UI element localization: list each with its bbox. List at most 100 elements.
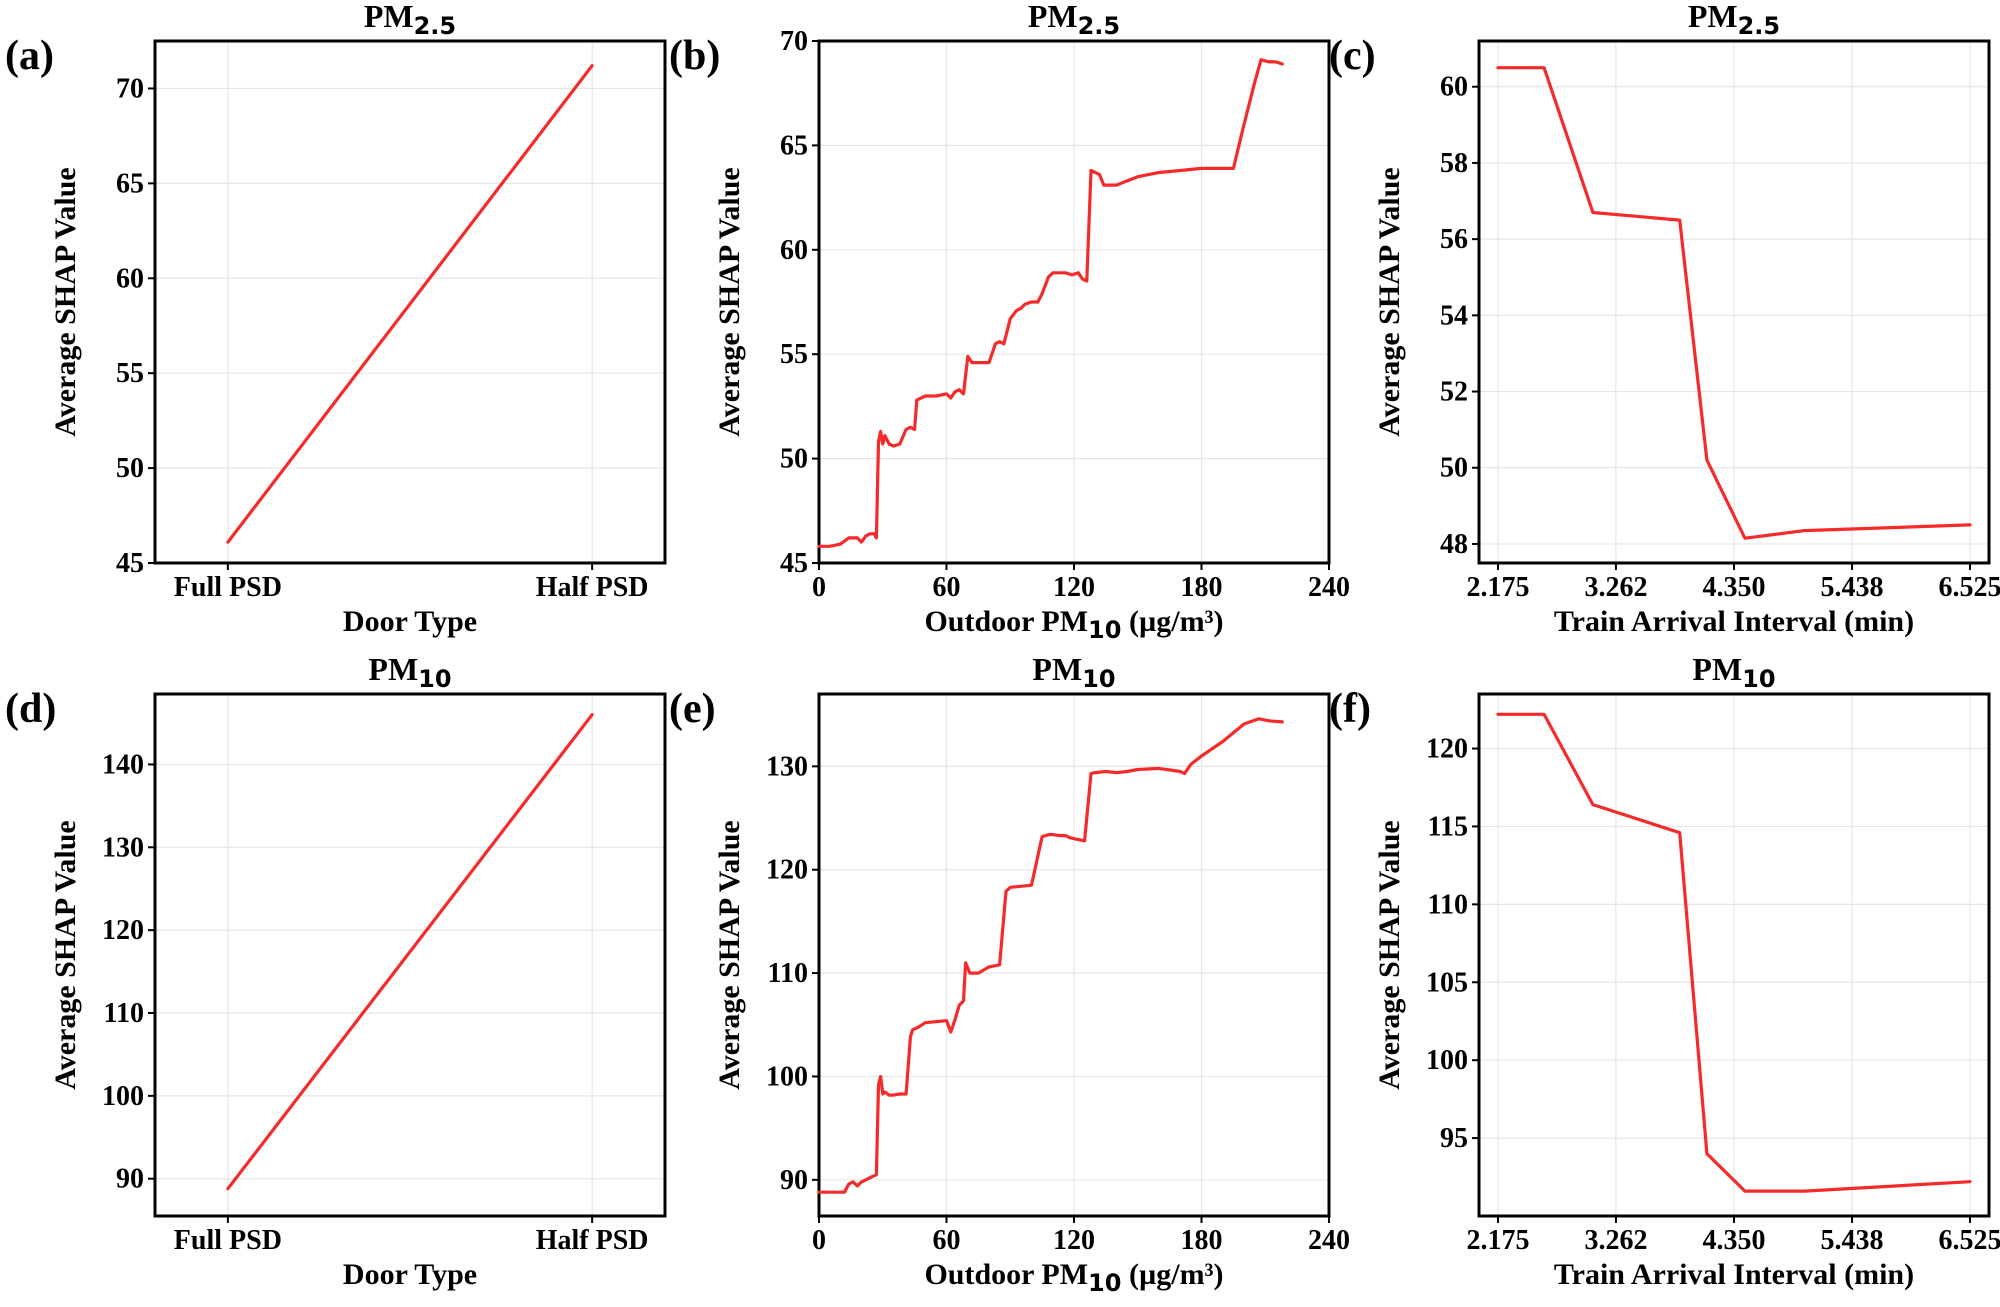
x-tick-label: Full PSD (174, 572, 282, 603)
x-tick-label: 2.175 (1466, 572, 1529, 603)
chart-title: PM2.5 (1028, 0, 1120, 40)
y-tick-label: 50 (780, 444, 808, 475)
x-tick-label: 6.525 (1939, 572, 2000, 603)
y-axis-label: Average SHAP Value (713, 167, 746, 436)
y-tick-label: 45 (780, 548, 808, 579)
x-axis-label: Outdoor PM10 (µg/m³) (924, 1258, 1223, 1297)
y-tick-label: 52 (1440, 377, 1468, 408)
y-tick-label: 140 (102, 749, 144, 780)
y-tick-label: 100 (766, 1061, 808, 1092)
y-tick-label: 65 (116, 168, 144, 199)
panel-label: (f) (1329, 686, 1371, 732)
x-tick-label: 6.525 (1939, 1225, 2000, 1256)
series-line (226, 64, 594, 544)
plot-frame (153, 39, 667, 565)
panel-label: (a) (5, 33, 54, 79)
subscript: 2.5 (1078, 12, 1121, 40)
x-tick-label: 60 (933, 1225, 961, 1256)
x-axis-label: Train Arrival Interval (min) (1554, 605, 1914, 638)
text-part: PM (1028, 0, 1078, 34)
y-tick-label: 50 (116, 453, 144, 484)
series-line (1496, 712, 1972, 1193)
chart-title: PM2.5 (1688, 0, 1780, 40)
y-tick-label: 120 (102, 915, 144, 946)
y-tick-label: 58 (1440, 148, 1468, 179)
text-part: Train Arrival Interval (min) (1554, 1258, 1914, 1291)
y-axis-label: Average SHAP Value (49, 820, 82, 1089)
y-axis-label: Average SHAP Value (713, 820, 746, 1089)
x-axis-label: Outdoor PM10 (µg/m³) (924, 605, 1223, 644)
y-tick-label: 95 (1440, 1123, 1468, 1154)
x-tick-label: 4.350 (1703, 1225, 1766, 1256)
text-part: Door Type (343, 605, 477, 638)
text-part: Train Arrival Interval (min) (1554, 605, 1914, 638)
text-part: PM (1688, 0, 1738, 34)
y-tick-label: 55 (116, 358, 144, 389)
chart-title: PM10 (368, 651, 451, 693)
y-tick-label: 115 (1428, 811, 1468, 842)
y-tick-label: 90 (116, 1164, 144, 1195)
y-tick-label: 70 (116, 73, 144, 104)
text-part: PM (368, 651, 418, 687)
subscript: 10 (1088, 1269, 1121, 1297)
series-line (1496, 66, 1972, 540)
x-tick-label: Half PSD (536, 1225, 649, 1256)
x-tick-label: 240 (1308, 572, 1350, 603)
x-tick-label: Half PSD (536, 572, 649, 603)
panel-label: (c) (1329, 33, 1376, 79)
x-axis-label: Door Type (343, 605, 477, 638)
chart-panel: 45 50 55 60 65 70 0 60 120 180 240 (b) PM2.5 Outdoor … (669, 0, 1350, 644)
x-tick-label: 60 (933, 572, 961, 603)
y-tick-label: 100 (1426, 1045, 1468, 1076)
y-tick-label: 110 (104, 998, 144, 1029)
subscript: 10 (418, 665, 451, 693)
plot-frame (153, 692, 667, 1218)
y-tick-label: 130 (102, 832, 144, 863)
panel-label: (b) (669, 33, 720, 79)
y-tick-label: 45 (116, 548, 144, 579)
y-tick-label: 105 (1426, 967, 1468, 998)
y-axis-label: Average SHAP Value (1373, 167, 1406, 436)
y-axis-label: Average SHAP Value (49, 167, 82, 436)
panel-label: (d) (5, 686, 56, 732)
series-line (226, 713, 594, 1191)
series-line (817, 717, 1284, 1194)
text-part: (µg/m³) (1121, 1258, 1223, 1291)
x-tick-label: Full PSD (174, 1225, 282, 1256)
x-tick-label: 3.262 (1584, 1225, 1647, 1256)
y-tick-label: 90 (780, 1165, 808, 1196)
y-tick-label: 54 (1440, 300, 1468, 331)
y-tick-label: 130 (766, 751, 808, 782)
x-tick-label: 2.175 (1466, 1225, 1529, 1256)
x-tick-label: 4.350 (1703, 572, 1766, 603)
chart-panel: 48 50 52 54 56 58 60 2.175 3.262 4.350 5.438 6.525 (… (1329, 0, 2000, 638)
x-tick-label: 5.438 (1821, 1225, 1884, 1256)
x-tick-label: 180 (1181, 572, 1223, 603)
y-tick-label: 120 (1426, 734, 1468, 765)
text-part: Outdoor PM (924, 1258, 1088, 1291)
x-tick-label: 120 (1053, 572, 1095, 603)
chart-panel: 90 100 110 120 130 140 Full PSD Half PSD (d) PM10… (5, 651, 667, 1291)
y-tick-label: 56 (1440, 224, 1468, 255)
x-tick-label: 0 (812, 1225, 826, 1256)
y-tick-label: 100 (102, 1081, 144, 1112)
chart-title: PM10 (1032, 651, 1115, 693)
subscript: 10 (1082, 665, 1115, 693)
text-part: (µg/m³) (1121, 605, 1223, 638)
text-part: PM (1032, 651, 1082, 687)
chart-title: PM10 (1692, 651, 1775, 693)
y-tick-label: 110 (1428, 889, 1468, 920)
x-tick-label: 0 (812, 572, 826, 603)
y-tick-label: 60 (116, 263, 144, 294)
text-part: PM (1692, 651, 1742, 687)
y-tick-label: 65 (780, 130, 808, 161)
y-tick-label: 60 (1440, 72, 1468, 103)
x-tick-label: 120 (1053, 1225, 1095, 1256)
y-tick-label: 70 (780, 26, 808, 57)
chart-panel: 95 100 105 110 115 120 2.175 3.262 4.350 5.438 6.5… (1329, 651, 2000, 1291)
y-tick-label: 120 (766, 855, 808, 886)
x-tick-label: 240 (1308, 1225, 1350, 1256)
chart-title: PM2.5 (364, 0, 456, 40)
y-tick-label: 48 (1440, 529, 1468, 560)
